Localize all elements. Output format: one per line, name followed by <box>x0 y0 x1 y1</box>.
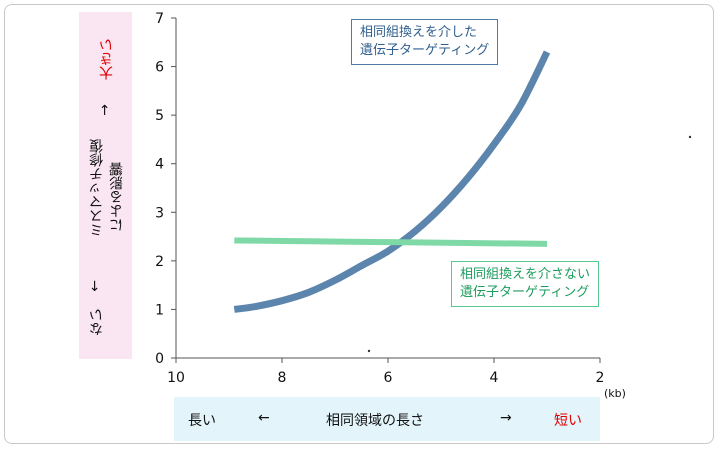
x-tick-label: 10 <box>167 370 185 386</box>
x-label-short: 短い <box>554 413 582 429</box>
annotation-with-hr: 相同組換えを介した 遺伝子ターゲティング <box>351 19 499 65</box>
y-tick-label: 3 <box>155 205 164 221</box>
series-line-with-hr <box>233 50 551 313</box>
x-label-arrow-left: ← <box>258 410 270 426</box>
series-line-without-hr <box>234 237 548 247</box>
stray-dot <box>367 349 371 353</box>
x-label-long: 長い <box>188 413 216 429</box>
stray-dot <box>688 135 692 139</box>
annotation-with-hr-line2: 遺伝子ターゲティング <box>360 43 490 58</box>
x-axis-label-box: 長い ← 相同領域の長さ → 短い <box>174 397 600 441</box>
annotation-without-hr-line2: 遺伝子ターゲティング <box>460 285 590 300</box>
x-label-arrow-right: → <box>500 410 512 426</box>
y-tick-label: 0 <box>155 351 164 367</box>
annotation-without-hr: 相同組換えを介さない 遺伝子ターゲティング <box>451 261 600 307</box>
x-tick-label: 6 <box>384 370 393 386</box>
y-tick-label: 2 <box>155 254 164 270</box>
y-tick-label: 1 <box>155 302 164 318</box>
y-axis-label-box: ない ← ミスマッチ修復 による影響 → 大きい <box>79 12 132 359</box>
x-tick-label: 2 <box>596 370 605 386</box>
y-tick-label: 6 <box>155 60 164 76</box>
series-layer <box>233 50 551 313</box>
annotation-without-hr-line1: 相同組換えを介さない <box>460 267 591 282</box>
y-tick-label: 5 <box>155 108 164 124</box>
annotation-with-hr-line1: 相同組換えを介した <box>360 25 478 40</box>
y-tick-label: 4 <box>155 157 164 173</box>
y-tick-label: 7 <box>155 11 164 27</box>
x-tick-label: 8 <box>278 370 287 386</box>
x-tick-label: 4 <box>490 370 499 386</box>
x-label-center: 相同領域の長さ <box>326 413 424 429</box>
x-unit-label: (kb) <box>604 387 626 400</box>
